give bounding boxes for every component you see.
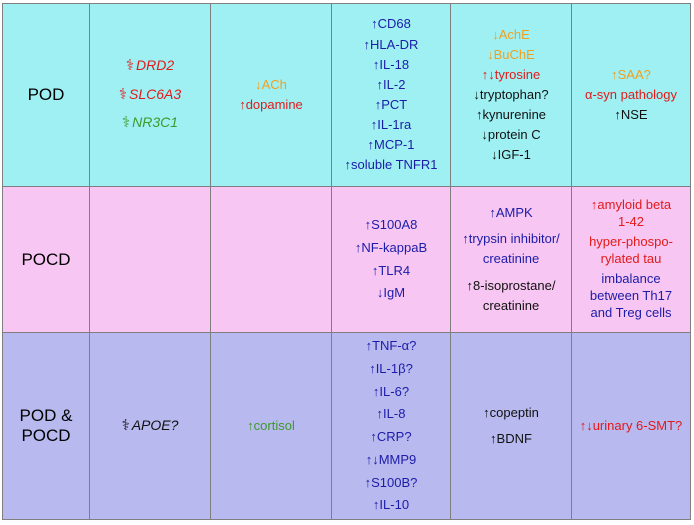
list-item: ↑HLA-DR (363, 36, 419, 52)
metabolic-cell-pod: ↓AchE ↓BuChE ↑↓tyrosine ↓tryptophan? ↑ky… (450, 3, 572, 187)
list-item: α-syn pathology (584, 86, 678, 102)
list-item: ↑cortisol (247, 417, 295, 433)
genes-cell-pod: ⚕ DRD2 ⚕ SLC6A3 ⚕ NR3C1 (89, 3, 211, 187)
other-cell-pocd: ↑amyloid beta 1-42 hyper-phospo- rylated… (571, 186, 691, 333)
list-item: ↓ACh (255, 76, 287, 92)
list-item: ↑IL-6? (372, 383, 410, 399)
list-item: 1-42 (617, 214, 645, 230)
list-item: ↑NF-kappaB (354, 239, 428, 255)
list-item: ↑amyloid beta (590, 197, 672, 213)
gene-item: ⚕ APOE? (121, 416, 179, 434)
dna-icon: ⚕ (118, 85, 127, 103)
list-item: creatinine (482, 297, 540, 313)
gene-item: ⚕ SLC6A3 (118, 85, 182, 103)
list-item: ↑TLR4 (371, 262, 411, 278)
list-item: ↑NSE (614, 107, 648, 123)
dna-icon: ⚕ (121, 114, 131, 132)
row-label-pod-pocd: POD & POCD (2, 332, 90, 520)
list-item: imbalance (601, 270, 661, 286)
list-item: ↑PCT (374, 97, 408, 112)
list-item: rylated tau (600, 251, 662, 267)
list-item: ↓IgM (376, 285, 406, 301)
inflammatory-cell-pocd: ↑S100A8 ↑NF-kappaB ↑TLR4 ↓IgM (331, 186, 451, 333)
list-item: ↑dopamine (239, 97, 303, 112)
list-item: ↑CRP? (370, 429, 412, 444)
list-item: ↑soluble TNFR1 (344, 157, 438, 173)
genes-cell-pod-pocd: ⚕ APOE? (89, 332, 211, 520)
row-label-pocd: POCD (2, 186, 90, 333)
list-item: and Treg cells (590, 304, 672, 320)
list-item: ↑S100A8 (364, 217, 418, 232)
table-row-pod-pocd: POD & POCD ⚕ APOE? ↑cortisol ↑TNF-α? ↑IL-… (2, 332, 691, 520)
table-row-pod: POD ⚕ DRD2 ⚕ SLC6A3 ⚕ NR3C1 ↓ACh ↑dopamine … (2, 3, 691, 187)
inflammatory-cell-pod-pocd: ↑TNF-α? ↑IL-1β? ↑IL-6? ↑IL-8 ↑CRP? ↑↓MMP… (331, 332, 451, 520)
list-item: ↑AMPK (489, 205, 533, 221)
list-item: hyper-phospo- (589, 234, 673, 250)
table-row-pocd: POCD ↑S100A8 ↑NF-kappaB ↑TLR4 ↓IgM ↑AMPK… (2, 186, 691, 333)
list-item: ↑IL-1β? (369, 360, 413, 376)
list-item: ↑kynurenine (475, 107, 547, 123)
list-item: ↑MCP-1 (367, 137, 415, 153)
list-item: ↑IL-18 (372, 56, 410, 72)
list-item: ↑↓urinary 6-SMT? (579, 417, 683, 433)
list-item: ↑IL-2 (376, 76, 406, 92)
list-item: ↑TNF-α? (365, 338, 417, 353)
dna-icon: ⚕ (121, 416, 130, 434)
list-item: between Th17 (589, 287, 673, 303)
list-item: ↑BDNF (490, 431, 532, 446)
neuro-cell-pod: ↓ACh ↑dopamine (210, 3, 332, 187)
metabolic-cell-pocd: ↑AMPK ↑trypsin inhibitor/ creatinine ↑8-… (450, 186, 572, 333)
neuro-cell-pod-pocd: ↑cortisol (210, 332, 332, 520)
list-item: ↑↓tyrosine (481, 66, 541, 82)
list-item: creatinine (482, 251, 540, 267)
gene-item: ⚕ DRD2 (125, 57, 175, 75)
list-item: ↑copeptin (483, 405, 539, 420)
dna-icon: ⚕ (125, 57, 134, 75)
list-item: ↑IL-1ra (370, 117, 412, 133)
list-item: ↑SAA? (611, 66, 651, 82)
genes-cell-pocd (89, 186, 211, 333)
list-item: ↑trypsin inhibitor/ (462, 231, 560, 247)
metabolic-cell-pod-pocd: ↑copeptin ↑BDNF (450, 332, 572, 520)
gene-item: ⚕ NR3C1 (121, 114, 179, 132)
inflammatory-cell-pod: ↑CD68 ↑HLA-DR ↑IL-18 ↑IL-2 ↑PCT ↑IL-1ra … (331, 3, 451, 187)
list-item: ↑CD68 (371, 16, 411, 32)
list-item: ↑S100B? (364, 474, 418, 490)
neuro-cell-pocd (210, 186, 332, 333)
list-item: ↓tryptophan? (473, 86, 549, 102)
list-item: ↓AchE (492, 26, 530, 42)
row-label-line: POCD (21, 426, 71, 445)
biomarker-table: POD ⚕ DRD2 ⚕ SLC6A3 ⚕ NR3C1 ↓ACh ↑dopamine … (2, 3, 691, 520)
list-item: ↑8-isoprostane/ (466, 277, 556, 293)
other-cell-pod: ↑SAA? α-syn pathology ↑NSE (571, 3, 691, 187)
list-item: ↓protein C (481, 127, 541, 143)
row-label-line: POD & (19, 406, 73, 425)
list-item: ↑IL-8 (376, 406, 406, 422)
row-label-pod: POD (2, 3, 90, 187)
list-item: ↓IGF-1 (491, 147, 531, 163)
other-cell-pod-pocd: ↑↓urinary 6-SMT? (571, 332, 691, 520)
list-item: ↓BuChE (487, 46, 535, 62)
list-item: ↑↓MMP9 (365, 451, 417, 467)
list-item: ↑IL-10 (372, 497, 410, 513)
